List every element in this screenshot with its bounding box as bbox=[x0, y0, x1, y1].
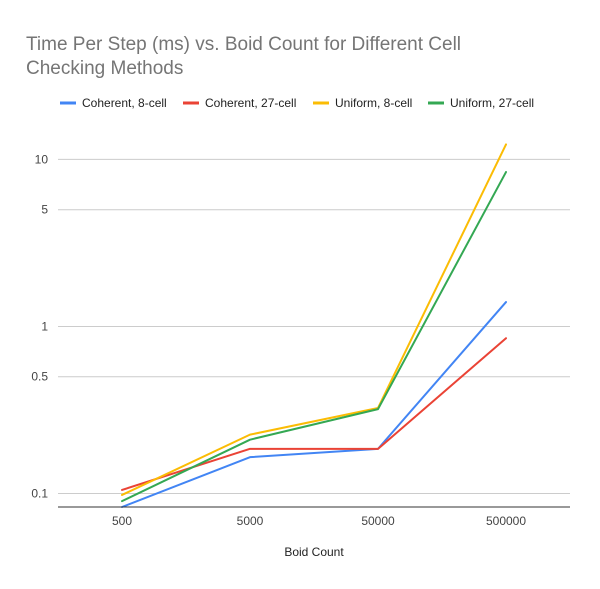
legend-label: Coherent, 27-cell bbox=[205, 96, 296, 110]
y-tick-label: 10 bbox=[35, 152, 49, 166]
x-tick-label: 500 bbox=[112, 514, 132, 528]
x-axis-ticks: 500 5000 50000 500000 bbox=[112, 514, 526, 528]
y-axis-ticks: 0.1 0.5 1 5 10 bbox=[31, 152, 48, 500]
legend-label: Coherent, 8-cell bbox=[82, 96, 167, 110]
y-tick-label: 5 bbox=[41, 203, 48, 217]
series-line-1 bbox=[121, 301, 507, 508]
x-tick-label: 50000 bbox=[361, 514, 395, 528]
x-tick-label: 5000 bbox=[237, 514, 264, 528]
legend: Coherent, 8-cell Coherent, 27-cell Uniform… bbox=[60, 96, 534, 110]
y-tick-label: 0.1 bbox=[31, 486, 48, 500]
x-tick-label: 500000 bbox=[486, 514, 526, 528]
x-axis-label: Boid Count bbox=[284, 545, 344, 559]
y-tick-label: 0.5 bbox=[31, 370, 48, 384]
legend-label: Uniform, 27-cell bbox=[450, 96, 534, 110]
series-line-4 bbox=[121, 171, 507, 503]
chart-title-line-2: Checking Methods bbox=[26, 58, 183, 79]
series-line-3 bbox=[121, 143, 507, 496]
legend-label: Uniform, 8-cell bbox=[335, 96, 412, 110]
gridlines bbox=[58, 158, 570, 494]
y-tick-label: 1 bbox=[41, 319, 48, 333]
chart-title-line-1: Time Per Step (ms) vs. Boid Count for Di… bbox=[26, 34, 461, 55]
series-lines bbox=[121, 143, 507, 508]
